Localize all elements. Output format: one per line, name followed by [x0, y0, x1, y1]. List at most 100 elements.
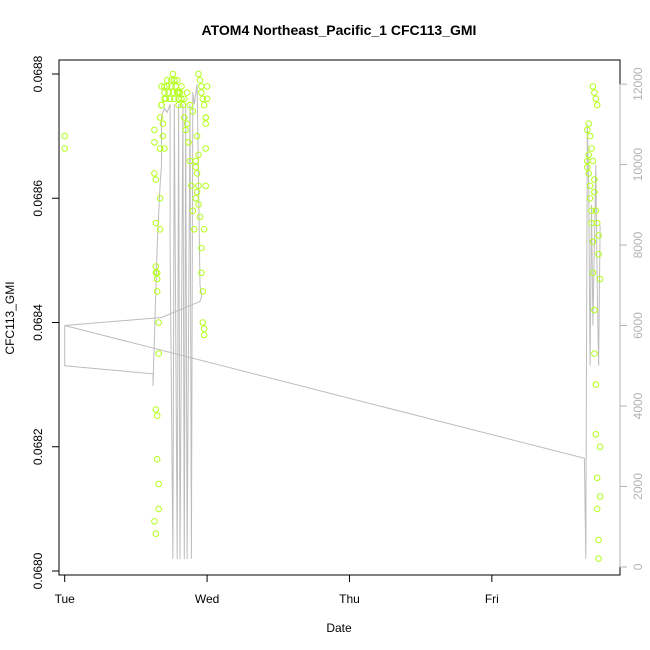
data-point: [200, 101, 208, 109]
data-point: [586, 182, 594, 190]
data-point: [151, 170, 158, 177]
data-point: [181, 114, 188, 121]
data-point: [163, 76, 171, 84]
y-tick-label: 0.0680: [31, 552, 45, 589]
cfc113-series: [61, 70, 604, 562]
data-point: [593, 219, 601, 227]
data-point: [156, 114, 164, 121]
y-axis-label: CFC113_GMI: [3, 281, 17, 354]
altitude-line: [64, 84, 601, 559]
y2-tick-label: 8000: [631, 231, 645, 258]
data-point: [585, 120, 593, 127]
data-point: [158, 101, 165, 109]
data-point: [591, 176, 598, 183]
data-point: [202, 182, 209, 190]
data-point: [593, 505, 601, 513]
data-point: [153, 269, 161, 277]
data-point: [166, 95, 174, 103]
data-point: [193, 188, 201, 196]
y-axis: 0.0680 0.0682 0.0684 0.0686 0.0688: [31, 55, 60, 589]
data-point: [61, 145, 68, 152]
data-point: [199, 95, 207, 103]
y2-tick-label: 12000: [631, 67, 645, 101]
data-point: [595, 536, 602, 544]
data-point: [196, 76, 204, 84]
data-point: [192, 163, 199, 171]
data-point: [183, 89, 191, 96]
data-point: [152, 530, 160, 538]
data-point: [156, 145, 164, 152]
data-point: [584, 163, 591, 171]
data-point: [151, 126, 158, 134]
data-point: [155, 350, 162, 357]
data-point: [159, 132, 167, 140]
data-point: [592, 95, 600, 103]
data-point: [202, 120, 209, 127]
data-point: [195, 151, 202, 159]
data-point: [198, 269, 205, 277]
plot-frame: [58, 59, 621, 576]
data-point: [585, 151, 593, 159]
data-point: [591, 306, 598, 314]
data-point: [200, 331, 208, 339]
chart-title: ATOM4 Northeast_Pacific_1 CFC113_GMI: [202, 22, 477, 38]
data-point: [592, 431, 600, 438]
data-point: [161, 89, 168, 96]
data-point: [191, 226, 198, 233]
data-point: [151, 139, 158, 146]
data-point: [178, 83, 185, 90]
data-point: [591, 188, 598, 196]
data-point: [182, 126, 189, 134]
data-point: [163, 83, 171, 90]
data-point: [584, 126, 591, 134]
data-point: [199, 288, 207, 295]
data-point: [151, 518, 158, 525]
x-tick-label: Tue: [55, 592, 76, 606]
data-point: [593, 101, 601, 109]
data-point: [203, 95, 211, 103]
data-point: [178, 95, 185, 103]
data-point: [186, 101, 194, 109]
data-point: [200, 226, 208, 233]
data-point: [596, 443, 604, 451]
data-point: [189, 108, 197, 115]
data-point: [596, 493, 604, 500]
data-point: [156, 226, 164, 233]
data-point: [185, 139, 192, 146]
data-point: [153, 455, 161, 463]
data-point: [596, 275, 604, 283]
data-point: [161, 83, 168, 90]
data-point: [152, 263, 160, 270]
data-point: [192, 195, 199, 202]
data-point: [155, 505, 162, 513]
data-point: [202, 145, 209, 152]
data-point: [171, 95, 178, 103]
data-point: [195, 201, 202, 208]
data-point: [153, 288, 161, 295]
data-point: [193, 132, 201, 140]
data-point: [592, 207, 600, 214]
data-point: [589, 269, 597, 277]
data-point: [588, 207, 595, 214]
data-point: [593, 474, 601, 482]
data-point: [198, 244, 205, 252]
data-point: [585, 170, 593, 177]
y2-tick-label: 6000: [631, 312, 645, 339]
data-point: [161, 145, 168, 152]
data-point: [195, 182, 202, 190]
x-axis: Tue Wed Thu Fri: [55, 574, 499, 606]
data-point: [152, 219, 160, 227]
y-tick-label: 0.0682: [31, 428, 45, 465]
data-point: [595, 232, 602, 239]
data-point: [586, 195, 594, 202]
data-point: [173, 76, 181, 84]
data-point: [589, 83, 597, 90]
data-point: [171, 76, 178, 84]
data-point: [168, 83, 175, 90]
data-point: [586, 132, 594, 140]
data-point: [169, 70, 177, 78]
y2-tick-label: 0: [631, 563, 645, 570]
data-point: [589, 238, 597, 245]
data-point: [591, 89, 598, 96]
